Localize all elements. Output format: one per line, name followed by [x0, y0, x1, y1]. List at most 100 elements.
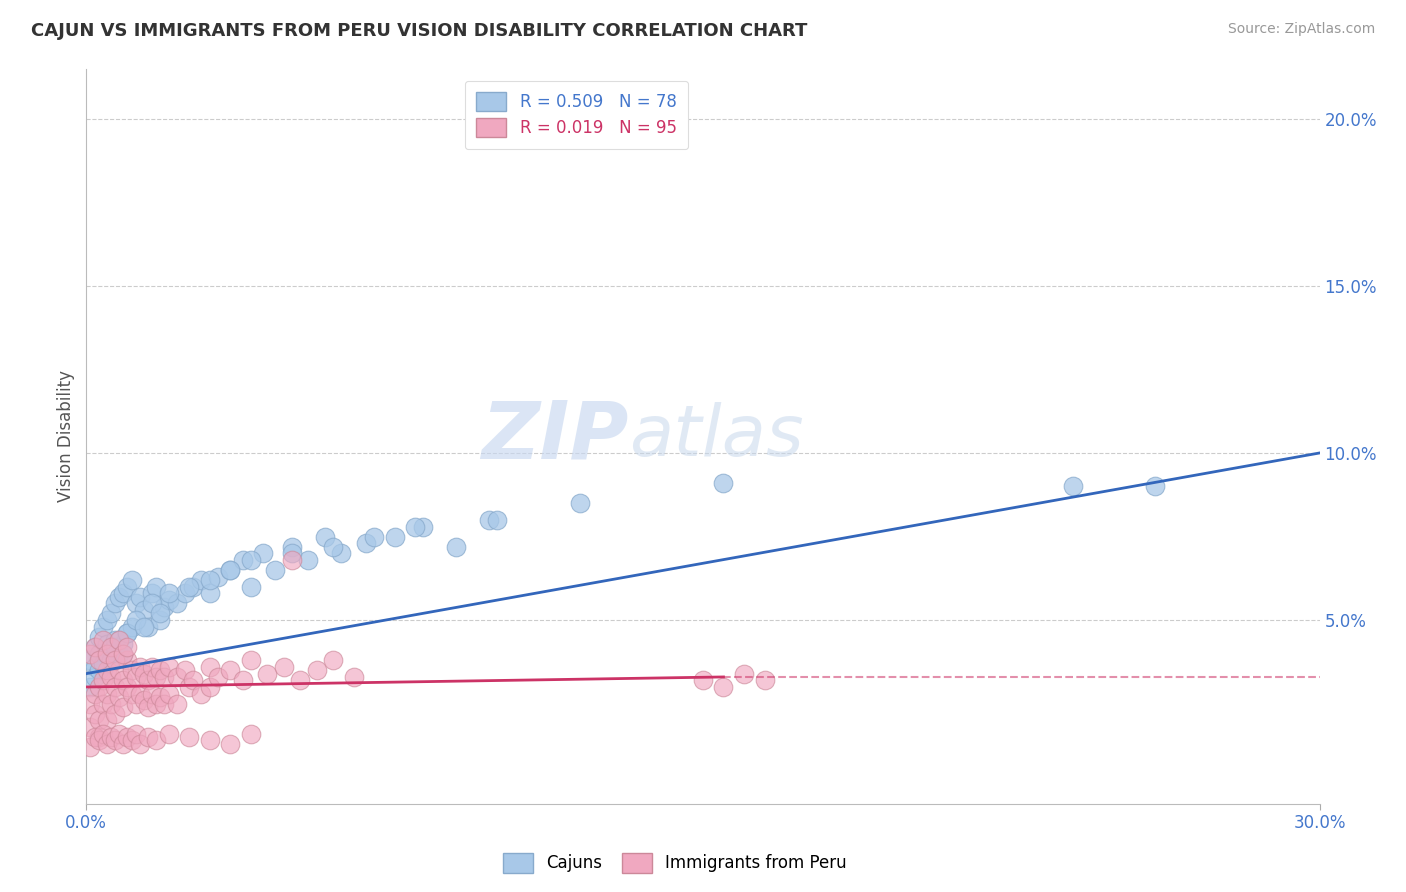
Point — [174, 586, 197, 600]
Point — [198, 586, 221, 600]
Point — [219, 563, 242, 577]
Point — [157, 593, 180, 607]
Point — [121, 687, 143, 701]
Point — [124, 670, 146, 684]
Point — [231, 553, 253, 567]
Point — [412, 519, 434, 533]
Point — [174, 663, 197, 677]
Point — [87, 647, 110, 661]
Point — [281, 540, 304, 554]
Point — [128, 660, 150, 674]
Point — [132, 666, 155, 681]
Point — [136, 730, 159, 744]
Point — [145, 733, 167, 747]
Legend: Cajuns, Immigrants from Peru: Cajuns, Immigrants from Peru — [496, 847, 853, 880]
Point — [141, 586, 163, 600]
Text: CAJUN VS IMMIGRANTS FROM PERU VISION DISABILITY CORRELATION CHART: CAJUN VS IMMIGRANTS FROM PERU VISION DIS… — [31, 22, 807, 40]
Point — [117, 680, 139, 694]
Point — [121, 620, 143, 634]
Point — [96, 647, 118, 661]
Point — [1062, 479, 1084, 493]
Point — [273, 660, 295, 674]
Point — [108, 633, 131, 648]
Point — [96, 663, 118, 677]
Y-axis label: Vision Disability: Vision Disability — [58, 370, 75, 502]
Point — [79, 740, 101, 755]
Point — [252, 546, 274, 560]
Point — [124, 727, 146, 741]
Point — [91, 673, 114, 688]
Point — [713, 476, 735, 491]
Point — [112, 737, 135, 751]
Point — [198, 733, 221, 747]
Point — [108, 590, 131, 604]
Point — [83, 640, 105, 654]
Point — [145, 670, 167, 684]
Point — [100, 607, 122, 621]
Point — [177, 680, 200, 694]
Point — [96, 714, 118, 728]
Point — [112, 673, 135, 688]
Point — [83, 706, 105, 721]
Point — [124, 596, 146, 610]
Point — [96, 647, 118, 661]
Point — [104, 633, 127, 648]
Point — [104, 706, 127, 721]
Point — [121, 573, 143, 587]
Point — [157, 660, 180, 674]
Point — [239, 580, 262, 594]
Point — [91, 727, 114, 741]
Point — [100, 653, 122, 667]
Point — [322, 540, 344, 554]
Point — [190, 573, 212, 587]
Point — [198, 573, 221, 587]
Point — [108, 633, 131, 648]
Point — [145, 580, 167, 594]
Point — [96, 687, 118, 701]
Point — [281, 553, 304, 567]
Point — [91, 663, 114, 677]
Point — [117, 580, 139, 594]
Point — [141, 687, 163, 701]
Point — [112, 636, 135, 650]
Point — [264, 563, 287, 577]
Point — [132, 620, 155, 634]
Point — [128, 687, 150, 701]
Point — [239, 553, 262, 567]
Point — [87, 730, 110, 744]
Point — [149, 663, 172, 677]
Point — [83, 687, 105, 701]
Point — [288, 673, 311, 688]
Text: ZIP: ZIP — [482, 397, 628, 475]
Point — [322, 653, 344, 667]
Point — [108, 663, 131, 677]
Point — [91, 697, 114, 711]
Point — [96, 613, 118, 627]
Point — [104, 653, 127, 667]
Point — [149, 607, 172, 621]
Point — [141, 596, 163, 610]
Point — [104, 733, 127, 747]
Legend: R = 0.509   N = 78, R = 0.019   N = 95: R = 0.509 N = 78, R = 0.019 N = 95 — [464, 80, 689, 149]
Point — [713, 680, 735, 694]
Point — [108, 727, 131, 741]
Point — [83, 730, 105, 744]
Point — [198, 680, 221, 694]
Point — [91, 633, 114, 648]
Point — [754, 673, 776, 688]
Text: Source: ZipAtlas.com: Source: ZipAtlas.com — [1227, 22, 1375, 37]
Point — [112, 647, 135, 661]
Point — [100, 670, 122, 684]
Point — [190, 687, 212, 701]
Point — [219, 663, 242, 677]
Point — [219, 563, 242, 577]
Point — [112, 700, 135, 714]
Point — [79, 653, 101, 667]
Point — [207, 670, 229, 684]
Text: atlas: atlas — [628, 401, 804, 471]
Point — [112, 586, 135, 600]
Point — [153, 697, 176, 711]
Point — [117, 626, 139, 640]
Point — [478, 513, 501, 527]
Point — [181, 580, 204, 594]
